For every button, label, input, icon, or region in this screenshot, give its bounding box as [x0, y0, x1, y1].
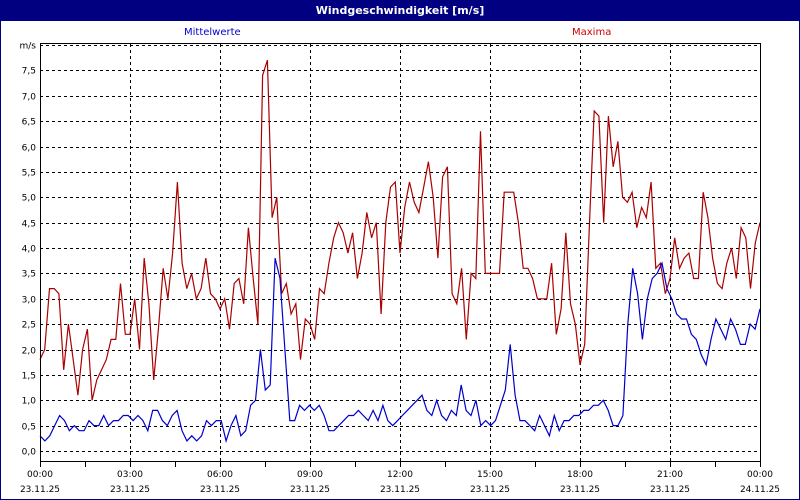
- y-tick-label: 7,5: [22, 67, 36, 77]
- legend-mean: Mittelwerte: [184, 27, 241, 38]
- y-tick-label: 6,0: [22, 144, 37, 154]
- x-tick-time: 12:00: [387, 470, 413, 480]
- y-tick-label: 2,0: [22, 347, 37, 357]
- y-tick-label: 0,5: [22, 423, 36, 433]
- x-tick-time: 00:00: [27, 470, 53, 480]
- y-tick-label: 4,5: [22, 220, 36, 230]
- y-tick-label: 1,5: [22, 372, 36, 382]
- x-tick-date: 23.11.25: [110, 485, 150, 495]
- y-tick-label: 0,0: [22, 448, 37, 458]
- y-tick-label: 5,5: [22, 169, 36, 179]
- y-tick-label: 2,5: [22, 321, 36, 331]
- y-tick-label: m/s: [20, 42, 37, 52]
- y-tick-label: 6,5: [22, 118, 36, 128]
- x-axis-labels: 00:00 23.11.25 03:00 23.11.25 06:00 23.11.25 0…: [20, 470, 780, 495]
- x-tick-date: 23.11.25: [290, 485, 330, 495]
- series-maxima: [39, 60, 761, 401]
- x-tick-time: 21:00: [657, 470, 683, 480]
- chart-title: Windgeschwindigkeit [m/s]: [1, 1, 799, 21]
- x-tick-time: 06:00: [207, 470, 233, 480]
- plot-frame: [40, 43, 761, 462]
- grid: [40, 44, 761, 467]
- y-tick-label: 5,0: [22, 194, 37, 204]
- x-tick-time: 00:00: [747, 470, 773, 480]
- x-tick-date: 23.11.25: [470, 485, 510, 495]
- y-tick-label: 3,5: [22, 270, 36, 280]
- legend-max: Maxima: [572, 27, 612, 38]
- x-tick-date: 23.11.25: [380, 485, 420, 495]
- x-tick-date: 23.11.25: [560, 485, 600, 495]
- x-tick-time: 18:00: [567, 470, 593, 480]
- x-tick-date: 23.11.25: [650, 485, 690, 495]
- x-tick-date: 23.11.25: [200, 485, 240, 495]
- x-tick-time: 15:00: [477, 470, 503, 480]
- y-tick-label: 4,0: [22, 245, 37, 255]
- series-mittelwerte: [39, 257, 761, 444]
- y-tick-label: 1,0: [22, 397, 37, 407]
- y-tick-label: 7,0: [22, 93, 37, 103]
- x-tick-date: 23.11.25: [20, 485, 60, 495]
- x-tick-time: 03:00: [117, 470, 143, 480]
- x-tick-date: 24.11.25: [740, 485, 780, 495]
- y-tick-label: 3,0: [22, 296, 37, 306]
- y-axis-labels: 0,0 0,5 1,0 1,5 2,0 2,5 3,0 3,5 4,0 4,5 5,0 5,5 6,0 6…: [20, 42, 37, 458]
- x-tick-time: 09:00: [297, 470, 323, 480]
